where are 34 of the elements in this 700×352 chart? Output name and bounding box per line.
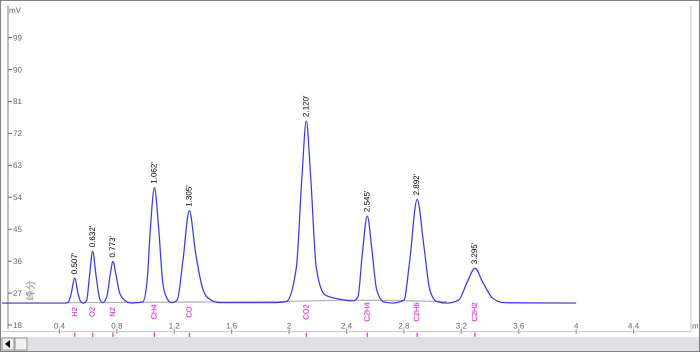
annotation: 0.632' bbox=[88, 225, 97, 248]
x-tick-label: 4 bbox=[574, 322, 579, 331]
annotation: 2.120' bbox=[301, 94, 310, 117]
x-tick-label: 2 bbox=[286, 322, 292, 331]
annotation: 2.545' bbox=[362, 190, 372, 212]
y-tick-label: 90 bbox=[13, 65, 22, 74]
line-series bbox=[1, 120, 577, 304]
y-tick-label: 45 bbox=[13, 225, 22, 234]
annotation: 0.507' bbox=[70, 252, 79, 274]
y-tick-label: 72 bbox=[13, 129, 22, 138]
annotation: 峰分 bbox=[24, 280, 37, 300]
y-tick-label: 18 bbox=[13, 320, 22, 330]
x-tick-label: 3.6 bbox=[513, 322, 525, 331]
y-tick-label: 99 bbox=[13, 33, 22, 42]
y-axis-title: mV bbox=[9, 6, 22, 15]
y-tick-label: 81 bbox=[13, 97, 22, 106]
y-tick-label: 27 bbox=[13, 288, 22, 298]
x-tick-label: 4.4 bbox=[628, 322, 640, 331]
y-tick-label: 36 bbox=[13, 256, 22, 266]
x-tick-label: 1.2 bbox=[168, 322, 180, 331]
x-tick-label: 1.6 bbox=[226, 322, 238, 331]
x-tick-label: 0.4 bbox=[54, 322, 66, 331]
annotation: 1.305' bbox=[184, 184, 194, 207]
x-tick-label: 0.8 bbox=[111, 322, 123, 331]
annotation: 2.892' bbox=[412, 173, 422, 196]
x-tick-label: 2.4 bbox=[340, 322, 353, 331]
y-tick-label: 54 bbox=[13, 193, 22, 202]
annotation: 3.295' bbox=[470, 242, 480, 264]
x-tick-label: 3.2 bbox=[456, 322, 468, 331]
y-tick-label: 63 bbox=[13, 161, 22, 170]
x-axis-title: m bbox=[692, 322, 699, 331]
x-tick-label: 2.8 bbox=[398, 322, 410, 331]
annotation: 0.773' bbox=[108, 235, 118, 258]
annotation: 1.062' bbox=[150, 162, 159, 184]
